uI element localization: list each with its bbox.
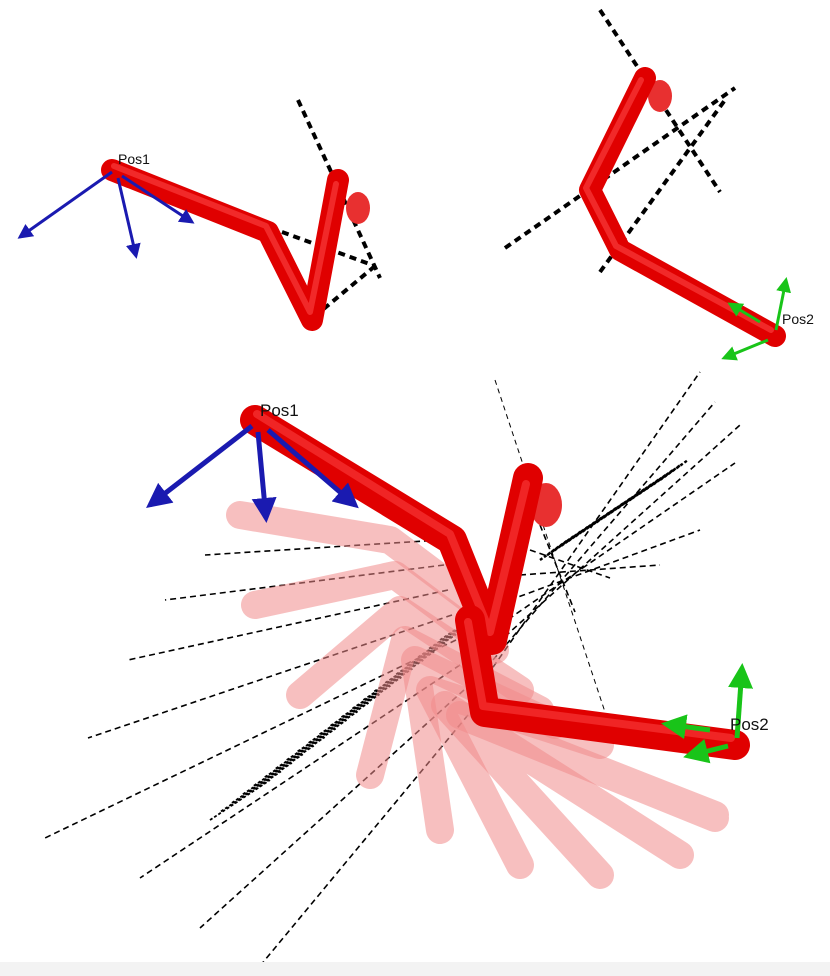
- bottom-frame-pos2: [661, 663, 754, 764]
- bottom-frame-pos1: [146, 424, 359, 523]
- trajectory-fan-line-right: [479, 401, 716, 676]
- trajectory-fan-line-left: [44, 639, 457, 839]
- elbow-trajectory-stroke: [220, 770, 282, 813]
- top-left-joint-disc: [346, 192, 370, 224]
- pos2-label-bottom: Pos2: [730, 715, 769, 734]
- trajectory-fan-line-right: [539, 524, 576, 613]
- elbow-trajectory-stroke: [286, 719, 348, 761]
- ghost-arm-pose: [226, 501, 484, 614]
- elbow-trajectory-stroke: [275, 727, 337, 770]
- pos1-label-top: Pos1: [118, 151, 150, 167]
- pos1-label-bottom: Pos1: [260, 401, 299, 420]
- trajectory-fan-line-left: [139, 664, 461, 879]
- trajectory-fan-line-right: [509, 529, 701, 601]
- elbow-trajectory-stroke: [253, 744, 315, 787]
- wrist-trajectory-stroke: [652, 463, 682, 486]
- footer-strip: [0, 962, 830, 976]
- trajectory-fan-line-right: [519, 564, 661, 576]
- bottom-start-arm-highlight: [253, 410, 530, 636]
- trajectory-fan-line-right: [469, 371, 701, 701]
- wrist-trajectory-stroke: [659, 459, 689, 481]
- top-left-arm-highlight: [111, 163, 339, 315]
- ghost-arm-pose: [446, 701, 729, 832]
- reference-dashed-line: [494, 379, 606, 713]
- top-right-arm-highlight: [583, 77, 774, 333]
- top-left-frame-pos1: [17, 170, 195, 259]
- elbow-trajectory-stroke: [231, 762, 293, 804]
- bottom-end-arm-highlight: [464, 618, 735, 742]
- elbow-trajectory-stroke: [319, 693, 381, 736]
- trajectory-fan-line-right: [529, 549, 611, 579]
- top-right-frame-pos2: [721, 277, 792, 361]
- pos2-label-top: Pos2: [782, 311, 814, 327]
- bottom-trajectory: Pos1 Pos2: [44, 371, 769, 973]
- trajectory-fan-line-right: [499, 462, 736, 626]
- elbow-trajectory-stroke: [242, 753, 304, 796]
- elbow-trajectory-stroke: [264, 736, 326, 778]
- top-right-pose: Pos2: [503, 8, 814, 361]
- top-left-pose: Pos1: [17, 99, 382, 331]
- trajectory-fan-line-right: [489, 424, 741, 651]
- ghost-arm-pose: [431, 691, 694, 889]
- elbow-trajectory-stroke: [308, 702, 370, 744]
- elbow-trajectory-stroke: [297, 710, 359, 753]
- top-right-arm-links: [579, 67, 786, 347]
- top-right-joint-disc: [648, 80, 672, 112]
- elbow-trajectory-stroke: [209, 779, 271, 821]
